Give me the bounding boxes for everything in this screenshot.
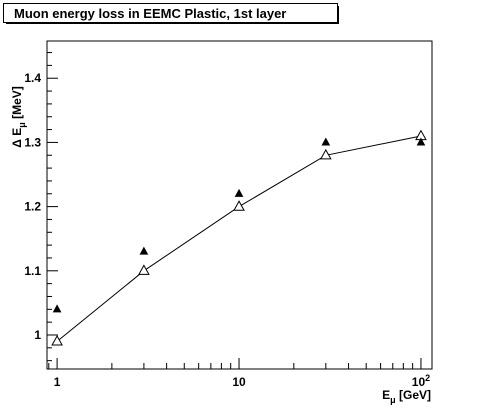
series-line [56, 135, 422, 342]
y-tick-label: 1.4 [24, 71, 41, 85]
y-tick-label: 1.2 [24, 200, 41, 214]
x-tick-label: 102 [412, 373, 430, 389]
data-point-open-triangle [138, 264, 150, 275]
y-tick-label: 1 [34, 328, 41, 342]
tick-labels: 1 1.1 1.2 1.3 1.4 1 10 102 [24, 71, 430, 389]
chart-title-box: Muon energy loss in EEMC Plastic, 1st la… [3, 3, 339, 24]
series-layer [51, 129, 427, 346]
title-frame: Muon energy loss in EEMC Plastic, 1st la… [3, 3, 338, 23]
x-axis-label: Eμ [GeV] [382, 388, 431, 405]
title-shadow-right [337, 6, 339, 24]
y-tick-label: 1.3 [24, 135, 41, 149]
data-point-filled-triangle [139, 246, 149, 255]
axis-label-main: E [382, 388, 390, 402]
data-point-open-triangle [319, 148, 332, 160]
x-tick-label: 10 [232, 375, 246, 389]
axis-label-unit: [MeV] [10, 86, 24, 122]
data-point-open-triangle [51, 334, 63, 346]
data-point-filled-triangle [234, 188, 244, 197]
axis-label-main: Δ E [10, 128, 24, 148]
x-tick-label: 1 [54, 375, 61, 389]
title-shadow-bottom [6, 22, 339, 24]
axis-label-unit: [GeV] [396, 388, 431, 402]
y-axis-label: Δ Eμ [MeV] [10, 86, 27, 147]
y-tick-label: 1.1 [24, 264, 41, 278]
axis-label-subscript: μ [17, 122, 27, 128]
chart-title: Muon energy loss in EEMC Plastic, 1st la… [14, 6, 287, 21]
axis-ticks [47, 52, 422, 369]
data-point-filled-triangle [52, 304, 62, 313]
data-point-filled-triangle [416, 137, 426, 146]
data-point-open-triangle [233, 200, 245, 211]
x-tick-exponent: 2 [425, 373, 430, 383]
data-point-filled-triangle [321, 137, 331, 146]
axis-label-subscript: μ [390, 395, 396, 405]
